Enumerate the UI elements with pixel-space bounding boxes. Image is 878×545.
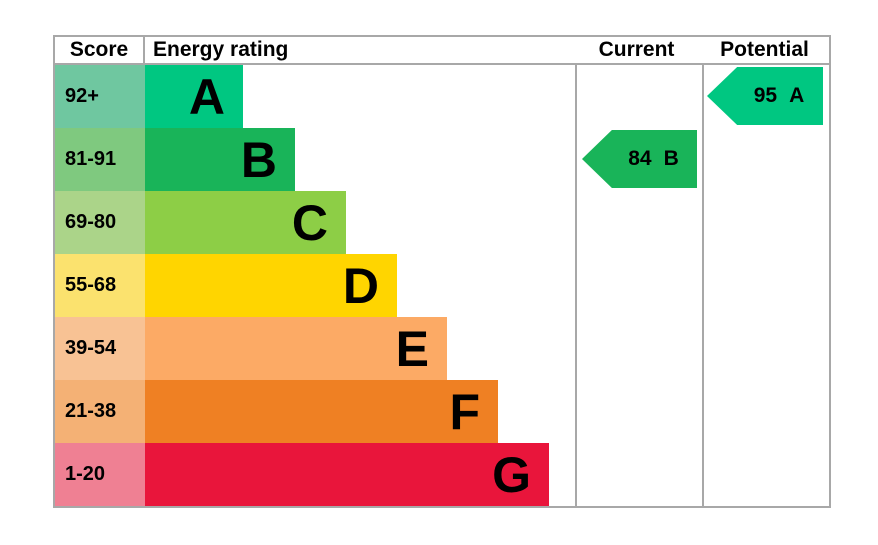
header-energy-rating: Energy rating xyxy=(153,38,289,61)
band-letter: F xyxy=(449,383,480,440)
score-cell: 39-54 xyxy=(55,317,145,380)
band-letter: G xyxy=(492,446,531,503)
column-rule-current xyxy=(575,37,577,506)
score-cell: 21-38 xyxy=(55,380,145,443)
epc-table: Score Energy rating Current Potential 92… xyxy=(53,35,831,508)
epc-band-row-b: 81-91 B xyxy=(55,128,829,191)
band-bar: E xyxy=(145,317,447,380)
score-range-label: 92+ xyxy=(65,85,99,107)
score-range-label: 39-54 xyxy=(65,337,117,359)
header-potential: Potential xyxy=(720,38,809,61)
header-current: Current xyxy=(598,38,675,61)
header-score: Score xyxy=(55,37,145,63)
score-range-label: 1-20 xyxy=(65,463,106,485)
band-letter: D xyxy=(342,257,379,314)
band-bar: F xyxy=(145,380,498,443)
score-cell: 1-20 xyxy=(55,443,145,506)
potential-score-value: 95 xyxy=(753,84,778,107)
band-bar: B xyxy=(145,128,295,191)
score-range-label: 69-80 xyxy=(65,211,117,233)
epc-band-row-e: 39-54 E xyxy=(55,317,829,380)
epc-band-row-d: 55-68 D xyxy=(55,254,829,317)
band-letter: A xyxy=(188,68,225,125)
band-letter: C xyxy=(291,194,328,251)
score-range-label: 55-68 xyxy=(65,274,117,296)
epc-band-row-g: 1-20 G xyxy=(55,443,829,506)
current-band-letter: B xyxy=(663,147,679,170)
score-cell: 81-91 xyxy=(55,128,145,191)
epc-band-row-a: 92+ A xyxy=(55,65,829,128)
score-cell: 69-80 xyxy=(55,191,145,254)
current-score-value: 84 xyxy=(628,147,652,170)
epc-band-row-c: 69-80 C xyxy=(55,191,829,254)
band-letter: E xyxy=(395,320,429,377)
band-bar: C xyxy=(145,191,346,254)
column-rule-potential xyxy=(702,37,704,506)
score-cell: 55-68 xyxy=(55,254,145,317)
band-rows: 92+ A 81-91 B 69-80 C xyxy=(55,65,829,506)
score-range-label: 81-91 xyxy=(65,148,117,170)
potential-band-letter: A xyxy=(789,84,805,107)
band-bar: G xyxy=(145,443,549,506)
band-letter: B xyxy=(240,131,277,188)
epc-band-row-f: 21-38 F xyxy=(55,380,829,443)
band-bar: A xyxy=(145,65,243,128)
table-header: Score Energy rating Current Potential xyxy=(55,37,829,65)
score-cell: 92+ xyxy=(55,65,145,128)
score-range-label: 21-38 xyxy=(65,400,117,422)
band-bar: D xyxy=(145,254,397,317)
